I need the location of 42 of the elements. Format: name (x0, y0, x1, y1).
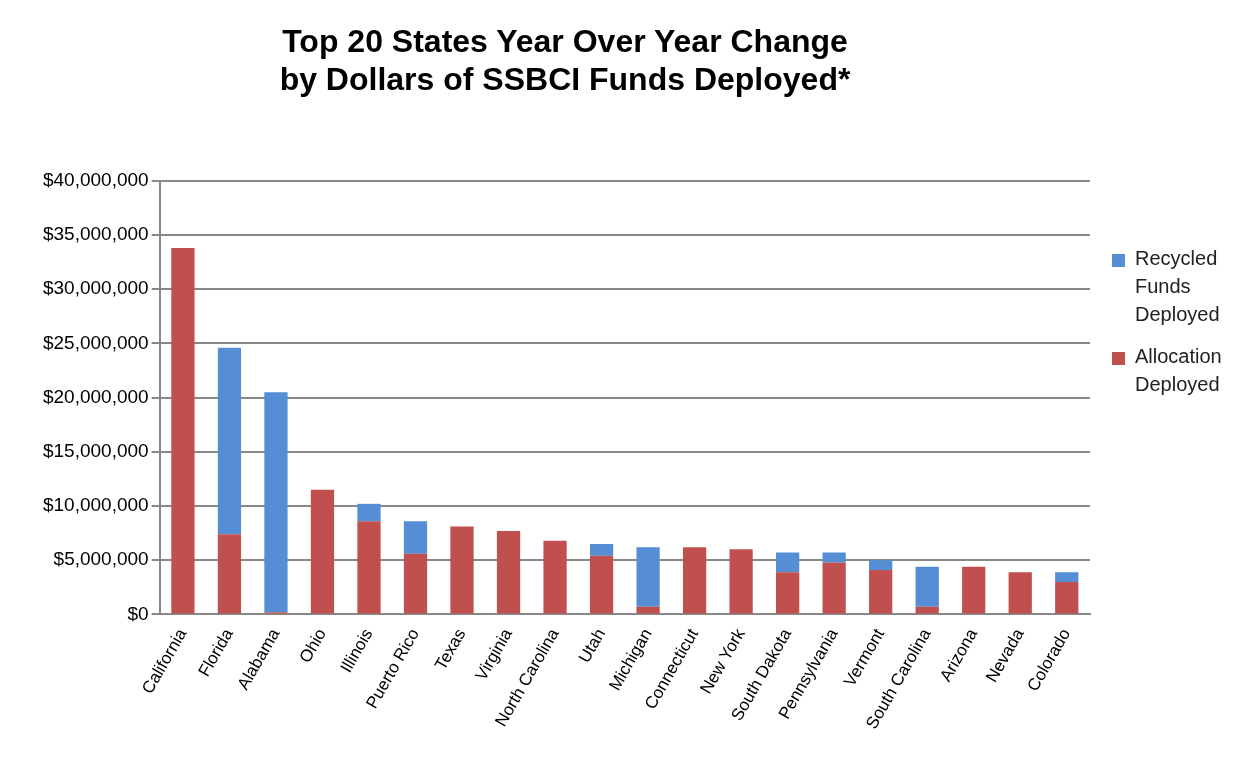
bar (636, 606, 660, 614)
bar (403, 553, 428, 614)
bar (1055, 572, 1079, 582)
bar (822, 552, 846, 563)
bar (357, 521, 381, 614)
bar (962, 566, 986, 614)
bar (264, 392, 288, 613)
y-tick-label: $10,000,000 (42, 494, 149, 516)
y-tick-label: $20,000,000 (42, 385, 149, 407)
bar (636, 547, 660, 607)
y-tick-label: $40,000,000 (42, 169, 149, 191)
bar (869, 569, 893, 614)
chart-title: Top 20 States Year Over Year Change by Dollars of SSBCI Funds Deployed* (279, 23, 851, 98)
bar (1055, 581, 1079, 614)
bar (776, 572, 800, 614)
bar (543, 540, 567, 614)
y-tick-label: $25,000,000 (42, 331, 149, 353)
legend-label: Allocation Deployed (1135, 344, 1223, 397)
bar (357, 503, 381, 522)
bar (217, 347, 242, 535)
bar (217, 534, 242, 614)
y-tick-label: $35,000,000 (42, 223, 149, 245)
bar (729, 549, 753, 614)
bar (915, 566, 939, 607)
y-tick-label: $15,000,000 (42, 440, 149, 462)
legend-label: Recycled Funds Deployed (1135, 246, 1221, 327)
y-tick-label: $30,000,000 (42, 277, 149, 299)
bar (496, 530, 521, 614)
bar (310, 489, 335, 614)
bar (682, 547, 707, 614)
y-tick-label: $0 (127, 602, 149, 624)
bar (1008, 572, 1032, 614)
bar (403, 521, 428, 554)
bar (776, 552, 800, 573)
bar (450, 526, 474, 614)
bar (822, 562, 846, 614)
bar (915, 606, 939, 614)
bar (589, 543, 614, 556)
bar (171, 248, 195, 614)
y-tick-label: $5,000,000 (53, 548, 149, 570)
bar (589, 555, 614, 614)
bar (869, 560, 893, 570)
